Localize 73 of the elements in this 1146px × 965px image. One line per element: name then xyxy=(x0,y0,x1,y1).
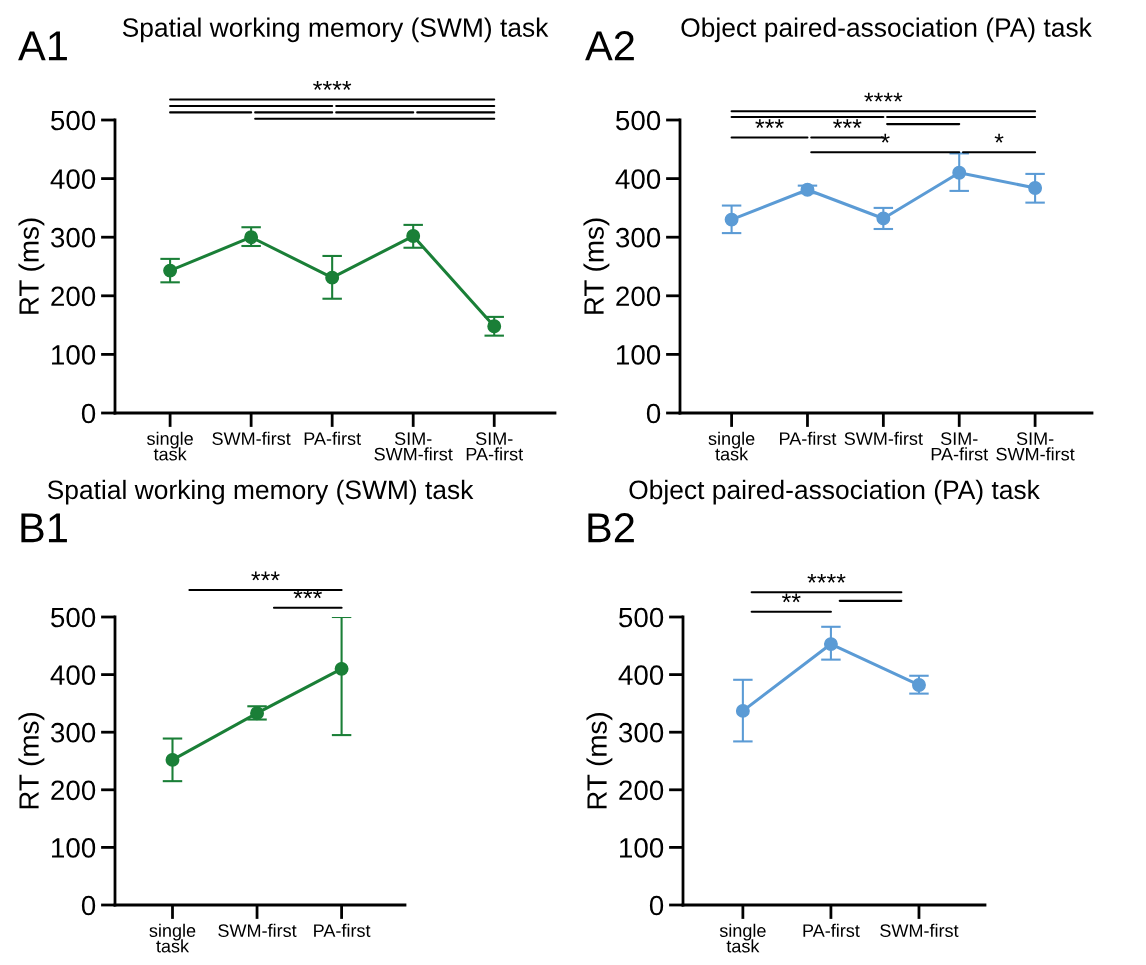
point xyxy=(735,703,750,718)
chart-title: Object paired-association (PA) task xyxy=(629,479,1040,505)
y-tick-label: 200 xyxy=(616,286,661,307)
y-tick-label: 300 xyxy=(50,227,96,248)
text: B1 xyxy=(21,513,67,543)
y-tick-label: 400 xyxy=(50,665,96,685)
x-tick-label: SWM-first xyxy=(218,923,297,938)
x-tick-label: SWM-first xyxy=(844,431,923,446)
y-axis-title: RT (ms) xyxy=(583,218,610,314)
y-axis-title: RT (ms) xyxy=(18,713,45,809)
x-tick-label: single task xyxy=(719,923,766,953)
x-tick-label: SWM-first xyxy=(880,923,959,938)
text: **** xyxy=(864,92,903,102)
y-tick-label: 500 xyxy=(51,607,96,628)
y-tick-label: 100 xyxy=(52,345,96,365)
point xyxy=(325,270,340,285)
y-tick-label: 300 xyxy=(618,722,664,743)
chart-title: Spatial working memory (SWM) task xyxy=(122,17,549,43)
y-tick-label: 100 xyxy=(52,838,96,858)
y-tick-label: 0 xyxy=(81,403,96,424)
x-tick-label: single task xyxy=(147,431,193,461)
point xyxy=(952,165,967,180)
y-tick-label: 100 xyxy=(617,345,661,365)
point xyxy=(165,752,180,767)
text: **** xyxy=(807,573,846,583)
text: **** xyxy=(313,81,352,90)
chart-title: Object paired-association (PA) task xyxy=(681,17,1092,43)
x-tick-label: PA-first xyxy=(304,431,361,446)
text: *** xyxy=(251,571,280,581)
y-tick-label: 200 xyxy=(51,780,96,801)
y-tick-label: 400 xyxy=(618,665,664,685)
point xyxy=(823,637,838,652)
y-tick-label: 200 xyxy=(51,286,96,307)
annotation: *** xyxy=(755,119,784,128)
point xyxy=(406,229,421,243)
x-tick-label: PA-first xyxy=(780,431,837,446)
annotation: *** xyxy=(833,119,862,128)
point xyxy=(1028,181,1043,195)
y-tick-label: 100 xyxy=(620,838,664,858)
y-tick-label: 400 xyxy=(615,169,661,189)
text: A1 xyxy=(18,31,67,61)
point xyxy=(724,212,739,227)
y-tick-label: 0 xyxy=(646,403,661,424)
y-tick-label: 0 xyxy=(81,895,96,916)
annotation: * xyxy=(994,133,1004,143)
point xyxy=(163,263,178,278)
y-tick-label: 500 xyxy=(616,110,661,131)
y-tick-label: 0 xyxy=(649,895,664,916)
x-tick-label: SWM-first xyxy=(212,431,291,446)
text: A2 xyxy=(585,31,634,61)
x-tick-label: SIM- SWM-first xyxy=(374,432,453,461)
y-tick-label: 300 xyxy=(615,227,661,248)
text: ** xyxy=(781,593,801,603)
y-tick-label: 500 xyxy=(619,607,664,628)
y-tick-label: 200 xyxy=(619,780,664,801)
chart-title: Spatial working memory (SWM) task xyxy=(47,479,474,505)
y-tick-label: 500 xyxy=(51,110,96,131)
y-axis-title: RT (ms) xyxy=(18,218,45,314)
x-tick-label: PA-first xyxy=(803,923,860,938)
y-axis-title: RT (ms) xyxy=(586,713,613,809)
point xyxy=(876,211,891,226)
x-tick-label: SIM- PA-first xyxy=(931,432,989,461)
x-tick-label: SIM- PA-first xyxy=(466,432,524,461)
point xyxy=(250,706,264,721)
x-tick-label: single task xyxy=(708,431,755,461)
point xyxy=(334,661,349,676)
x-tick-label: SIM- SWM-first xyxy=(996,432,1075,461)
y-tick-label: 400 xyxy=(50,169,96,189)
y-tick-label: 300 xyxy=(50,722,96,743)
x-tick-label: single task xyxy=(149,923,196,953)
text: B2 xyxy=(588,513,634,543)
x-tick-label: PA-first xyxy=(314,923,371,938)
point xyxy=(800,182,815,197)
